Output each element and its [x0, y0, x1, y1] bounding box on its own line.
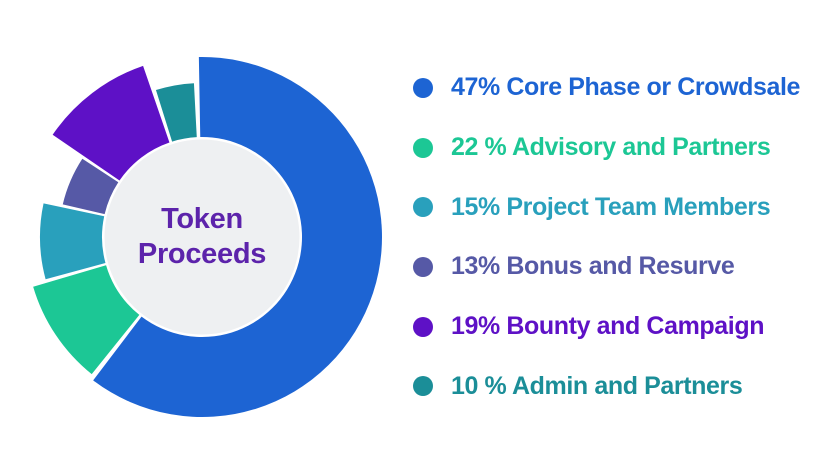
donut-chart: [33, 57, 382, 418]
donut-center-circle: [104, 139, 300, 335]
donut-segment-project-team-members: [39, 203, 106, 280]
donut-segment-admin-and-partners: [155, 83, 197, 142]
legend-color-dot-icon: [413, 256, 433, 277]
legend-item-admin-and-partners: 10 % Admin and Partners: [413, 356, 800, 416]
donut-segment-core-phase-or-crowdsale: [93, 57, 382, 418]
legend-item-label: 13% Bonus and Resurve: [451, 252, 735, 281]
donut-segments-group: [33, 57, 382, 418]
legend-item-label: 19% Bounty and Campaign: [451, 312, 765, 341]
chart-legend: 47% Core Phase or Crowdsale 22 % Advisory…: [413, 58, 800, 416]
legend-item-bonus-and-resurve: 13% Bonus and Resurve: [413, 237, 800, 297]
legend-color-dot-icon: [413, 376, 433, 397]
donut-segment-bounty-and-campaign: [52, 65, 170, 181]
donut-segment-bonus-and-resurve: [62, 158, 119, 215]
donut-segment-advisory-and-partners: [33, 265, 140, 375]
legend-item-core-phase-or-crowdsale: 47% Core Phase or Crowdsale: [413, 58, 800, 118]
legend-item-label: 22 % Advisory and Partners: [451, 133, 771, 162]
legend-color-dot-icon: [413, 197, 433, 218]
legend-color-dot-icon: [413, 137, 433, 158]
legend-color-dot-icon: [413, 316, 433, 337]
legend-item-bounty-and-campaign: 19% Bounty and Campaign: [413, 297, 800, 357]
legend-item-project-team-members: 15% Project Team Members: [413, 177, 800, 237]
donut-chart-panel: Token Proceeds: [33, 57, 382, 418]
legend-color-dot-icon: [413, 77, 433, 98]
legend-item-label: 15% Project Team Members: [451, 192, 771, 221]
legend-item-label: 10 % Admin and Partners: [451, 371, 743, 400]
legend-item-label: 47% Core Phase or Crowdsale: [451, 73, 801, 102]
legend-item-advisory-and-partners: 22 % Advisory and Partners: [413, 118, 800, 178]
